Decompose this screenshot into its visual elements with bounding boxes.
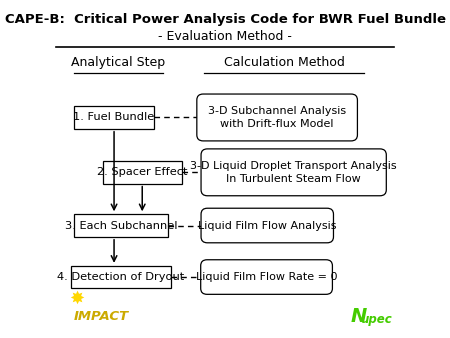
- Text: 4. Detection of Dryout: 4. Detection of Dryout: [58, 272, 185, 282]
- Text: Liquid Film Flow Analysis: Liquid Film Flow Analysis: [198, 220, 337, 231]
- Text: 3-D Subchannel Analysis
with Drift-flux Model: 3-D Subchannel Analysis with Drift-flux …: [208, 106, 346, 129]
- Text: CAPE-B:  Critical Power Analysis Code for BWR Fuel Bundle: CAPE-B: Critical Power Analysis Code for…: [4, 13, 446, 26]
- FancyBboxPatch shape: [201, 149, 386, 196]
- FancyBboxPatch shape: [201, 260, 333, 294]
- Text: Calculation Method: Calculation Method: [224, 56, 345, 69]
- FancyBboxPatch shape: [197, 94, 357, 141]
- Text: N: N: [351, 308, 368, 327]
- Text: IMPACT: IMPACT: [73, 310, 129, 323]
- FancyBboxPatch shape: [71, 266, 171, 288]
- Text: 3-D Liquid Droplet Transport Analysis
In Turbulent Steam Flow: 3-D Liquid Droplet Transport Analysis In…: [190, 161, 397, 184]
- Text: 1. Fuel Bundle: 1. Fuel Bundle: [73, 113, 155, 122]
- FancyBboxPatch shape: [201, 208, 333, 243]
- Text: upec: upec: [360, 313, 392, 326]
- Text: 2. Spacer Effect: 2. Spacer Effect: [97, 167, 188, 177]
- Text: 3. Each Subchannel: 3. Each Subchannel: [65, 220, 177, 231]
- Text: ✸: ✸: [69, 290, 85, 308]
- Text: Liquid Film Flow Rate = 0: Liquid Film Flow Rate = 0: [196, 272, 338, 282]
- FancyBboxPatch shape: [103, 161, 182, 184]
- FancyBboxPatch shape: [74, 214, 168, 237]
- FancyBboxPatch shape: [74, 106, 154, 129]
- Text: Analytical Step: Analytical Step: [71, 56, 165, 69]
- Text: - Evaluation Method -: - Evaluation Method -: [158, 29, 292, 43]
